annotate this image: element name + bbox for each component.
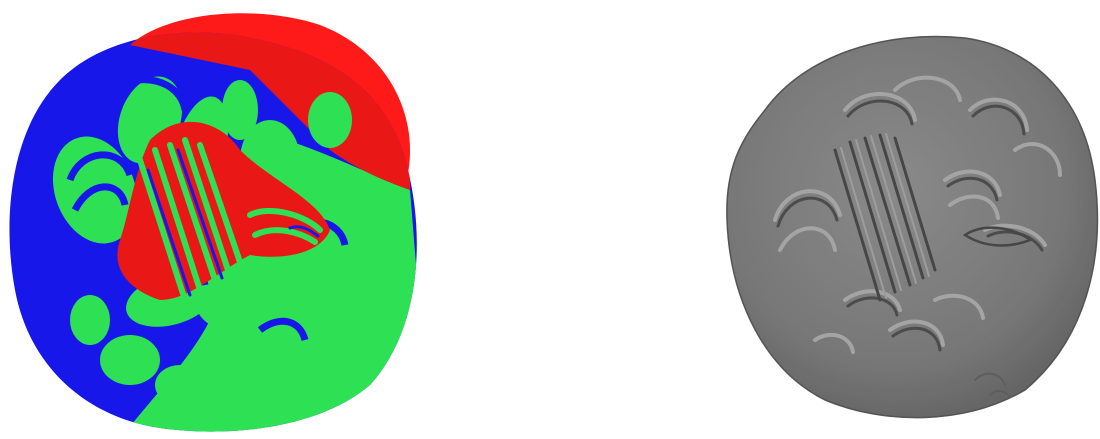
shaded-coin-panel [715,0,1100,439]
shaded-coin-render [726,35,1099,419]
segmented-coin-panel [0,0,430,439]
segmented-coin-render [9,13,417,432]
